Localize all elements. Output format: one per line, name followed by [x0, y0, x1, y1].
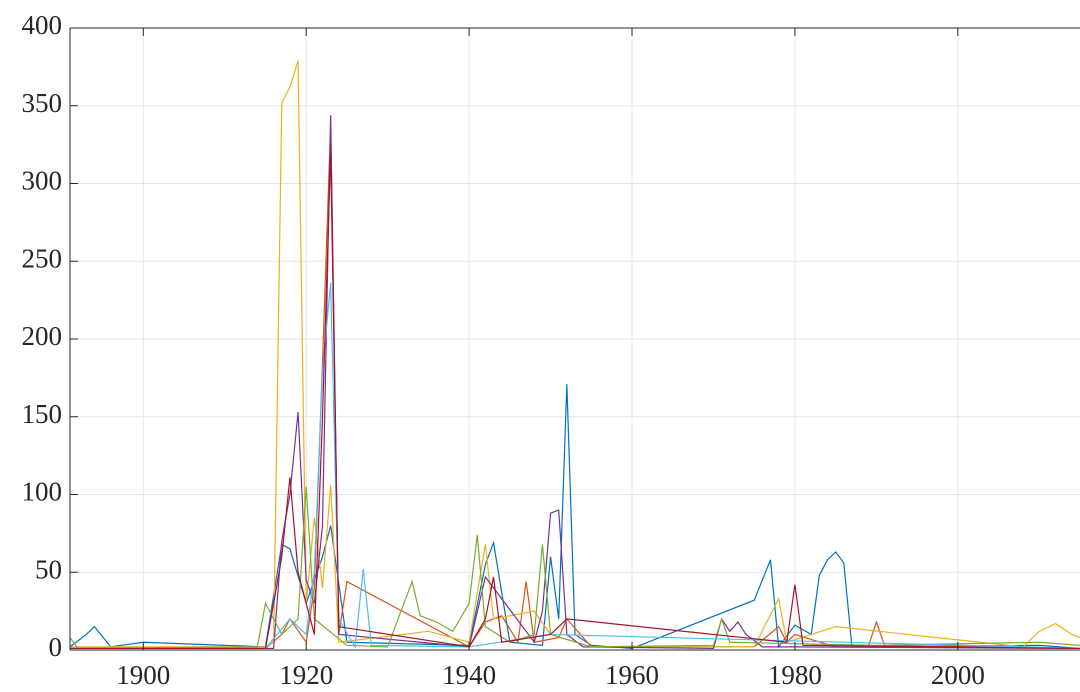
x-tick-label: 2000: [931, 660, 985, 690]
y-tick-label: 250: [22, 243, 63, 273]
series-line: [70, 282, 1080, 650]
tick-labels: 0 50 100 150 200 250 300 350 400 1900 1920 1940 1960…: [22, 10, 985, 690]
y-tick-label: 400: [22, 10, 63, 40]
x-tick-label: 1960: [605, 660, 659, 690]
grid: [70, 27, 1080, 651]
y-tick-label: 350: [22, 88, 63, 118]
x-tick-label: 1900: [116, 660, 170, 690]
series-line: [70, 384, 1080, 650]
y-tick-label: 150: [22, 399, 63, 429]
plot-area: [70, 60, 1080, 650]
y-tick-label: 50: [35, 554, 62, 584]
series-line: [70, 152, 1080, 650]
x-tick-label: 1920: [279, 660, 333, 690]
series-line: [70, 486, 1080, 650]
y-tick-label: 0: [49, 632, 63, 662]
x-tick-label: 1940: [442, 660, 496, 690]
series-line: [70, 124, 1080, 650]
series-line: [70, 115, 1080, 650]
y-tick-label: 100: [22, 477, 63, 507]
y-tick-label: 300: [22, 166, 63, 196]
y-tick-label: 200: [22, 321, 63, 351]
series-line: [70, 60, 1080, 648]
x-tick-label: 1980: [768, 660, 822, 690]
